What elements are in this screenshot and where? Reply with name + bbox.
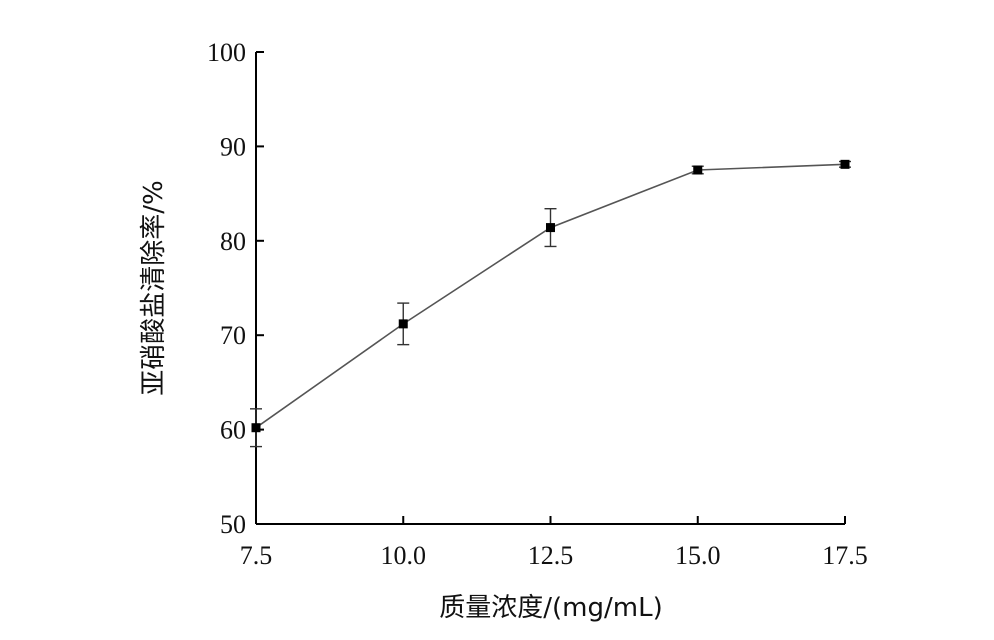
data-point-marker bbox=[546, 223, 555, 233]
series-line bbox=[255, 163, 846, 429]
series-group bbox=[250, 159, 851, 448]
x-axis-ticks: 7.5 10.0 12.5 15.0 17.5 bbox=[240, 516, 868, 570]
x-tick-label: 17.5 bbox=[822, 541, 868, 570]
data-point-marker bbox=[840, 159, 850, 169]
y-axis-title: 亚硝酸盐清除率/% bbox=[139, 180, 169, 395]
x-tick-label: 15.0 bbox=[675, 541, 721, 570]
x-tick-label: 7.5 bbox=[240, 541, 273, 570]
data-point-marker bbox=[398, 319, 408, 329]
y-tick-label: 90 bbox=[220, 132, 246, 161]
data-point-marker bbox=[693, 165, 703, 175]
y-tick-label: 50 bbox=[220, 510, 246, 539]
y-tick-label: 80 bbox=[220, 227, 246, 256]
x-tick-label: 10.0 bbox=[381, 541, 427, 570]
x-tick-label: 12.5 bbox=[528, 541, 574, 570]
y-tick-label: 100 bbox=[207, 38, 246, 67]
y-tick-label: 70 bbox=[220, 321, 246, 350]
axes bbox=[255, 52, 845, 525]
x-axis-title: 质量浓度/(mg/mL) bbox=[439, 593, 662, 623]
y-axis-ticks: 50 60 70 80 90 100 bbox=[207, 38, 264, 539]
data-point-marker bbox=[251, 423, 261, 433]
y-tick-label: 60 bbox=[220, 416, 246, 445]
